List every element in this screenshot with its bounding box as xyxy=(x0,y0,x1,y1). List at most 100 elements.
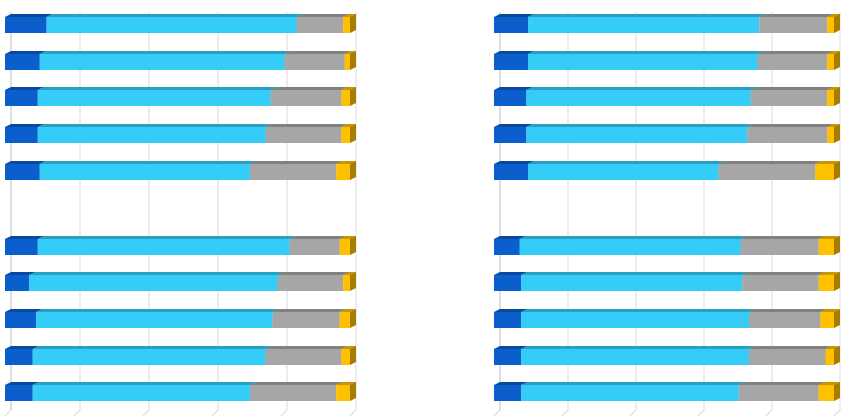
bar-segment-face xyxy=(341,90,350,106)
stacked-bar xyxy=(5,309,356,328)
bar-segment-top xyxy=(521,346,755,349)
bar-segment-face xyxy=(270,90,342,106)
bar-segment-series-3 xyxy=(270,87,348,106)
bar-segment-top xyxy=(494,124,533,127)
bar-segment-series-4 xyxy=(339,309,356,328)
stacked-bar xyxy=(494,14,840,33)
bar-segment-face xyxy=(528,17,760,33)
bar-segment-top xyxy=(39,161,256,164)
bar-segment-face xyxy=(818,385,834,401)
bar-segment-top xyxy=(249,382,343,385)
bar-segment-series-4 xyxy=(827,124,840,143)
bar-segment-top xyxy=(528,14,766,17)
bar-segment-top xyxy=(494,87,533,90)
bar-segment-top xyxy=(494,382,528,385)
bar-segment-top xyxy=(336,161,356,164)
stacked-bar xyxy=(494,272,840,291)
bar-segment-series-2 xyxy=(526,124,754,143)
bar-segment-face xyxy=(249,385,337,401)
bar-segment-top xyxy=(344,51,356,54)
bar-segment-series-4 xyxy=(336,161,356,180)
bar-segment-side xyxy=(834,51,840,70)
bar-segment-face xyxy=(37,127,266,143)
bar-segment-face xyxy=(249,164,337,180)
bar-segment-top xyxy=(249,161,343,164)
bar-segment-face xyxy=(5,275,30,291)
gridline-floor-tick xyxy=(629,409,637,417)
bar-segment-series-3 xyxy=(749,309,827,328)
stacked-bar xyxy=(5,272,356,291)
bar-segment-top xyxy=(29,272,284,275)
stacked-bar xyxy=(494,309,840,328)
bar-segment-series-3 xyxy=(296,14,350,33)
stacked-bar xyxy=(494,124,840,143)
bar-segment-side xyxy=(350,124,356,143)
bar-segment-face xyxy=(494,275,522,291)
bar-segment-series-1 xyxy=(494,236,526,255)
bar-group-2 xyxy=(494,236,840,401)
bar-segment-top xyxy=(747,124,834,127)
bar-segment-series-1 xyxy=(494,124,533,143)
bar-segment-top xyxy=(750,87,834,90)
bar-segment-top xyxy=(5,51,46,54)
bar-segment-series-4 xyxy=(343,14,356,33)
gridline-floor-tick xyxy=(4,409,12,417)
bar-segment-series-1 xyxy=(5,272,36,291)
bar-segment-series-1 xyxy=(5,309,43,328)
bar-segment-series-3 xyxy=(284,51,351,70)
bar-segment-series-2 xyxy=(521,382,745,401)
stacked-bar xyxy=(494,236,840,255)
bar-segment-face xyxy=(32,349,266,365)
bar-segment-top xyxy=(277,272,350,275)
bar-segment-face xyxy=(343,275,350,291)
bar-segment-face xyxy=(341,349,350,365)
bar-segment-face xyxy=(5,17,47,33)
bar-segment-face xyxy=(526,127,748,143)
bar-segment-top xyxy=(46,14,303,17)
bar-segment-top xyxy=(818,236,840,239)
bar-segment-side xyxy=(350,161,356,180)
bar-segment-face xyxy=(740,239,819,255)
gridline-floor-tick xyxy=(211,409,219,417)
bar-segment-face xyxy=(494,90,527,106)
bar-segment-series-2 xyxy=(36,309,279,328)
bar-segment-series-1 xyxy=(494,161,534,180)
bar-segment-face xyxy=(336,385,350,401)
stacked-bar xyxy=(494,161,840,180)
bar-segment-series-2 xyxy=(528,161,725,180)
bar-segment-top xyxy=(759,14,834,17)
bar-segment-face xyxy=(738,385,819,401)
stacked-bar xyxy=(5,87,356,106)
bar-segment-series-3 xyxy=(289,236,346,255)
bar-segment-series-3 xyxy=(272,309,346,328)
bar-segment-face xyxy=(265,127,342,143)
bar-segment-face xyxy=(494,164,528,180)
bar-segment-top xyxy=(339,236,356,239)
bar-segment-face xyxy=(815,164,834,180)
bar-segment-series-1 xyxy=(5,382,39,401)
bar-segment-series-4 xyxy=(818,272,840,291)
bar-segment-face xyxy=(284,54,345,70)
bar-segment-series-2 xyxy=(526,87,757,106)
bar-segment-face xyxy=(296,17,344,33)
bar-segment-face xyxy=(5,385,33,401)
bar-segment-series-2 xyxy=(521,272,749,291)
bar-segment-top xyxy=(32,382,256,385)
bar-segment-face xyxy=(336,164,350,180)
chart-left xyxy=(4,12,357,417)
bar-segment-top xyxy=(5,272,36,275)
bar-segment-series-1 xyxy=(494,346,528,365)
bar-segment-top xyxy=(820,309,840,312)
stacked-bar xyxy=(5,382,356,401)
bar-segment-series-2 xyxy=(521,346,755,365)
bar-group-1 xyxy=(5,14,356,180)
bar-segment-series-2 xyxy=(46,14,303,33)
bar-segment-top xyxy=(749,309,827,312)
bar-segment-series-4 xyxy=(827,51,840,70)
chart-right xyxy=(493,12,841,417)
bar-segment-series-1 xyxy=(5,124,44,143)
bar-segment-series-4 xyxy=(336,382,356,401)
stacked-bar xyxy=(5,51,356,70)
bar-segment-side xyxy=(834,272,840,291)
bar-segment-face xyxy=(39,54,285,70)
